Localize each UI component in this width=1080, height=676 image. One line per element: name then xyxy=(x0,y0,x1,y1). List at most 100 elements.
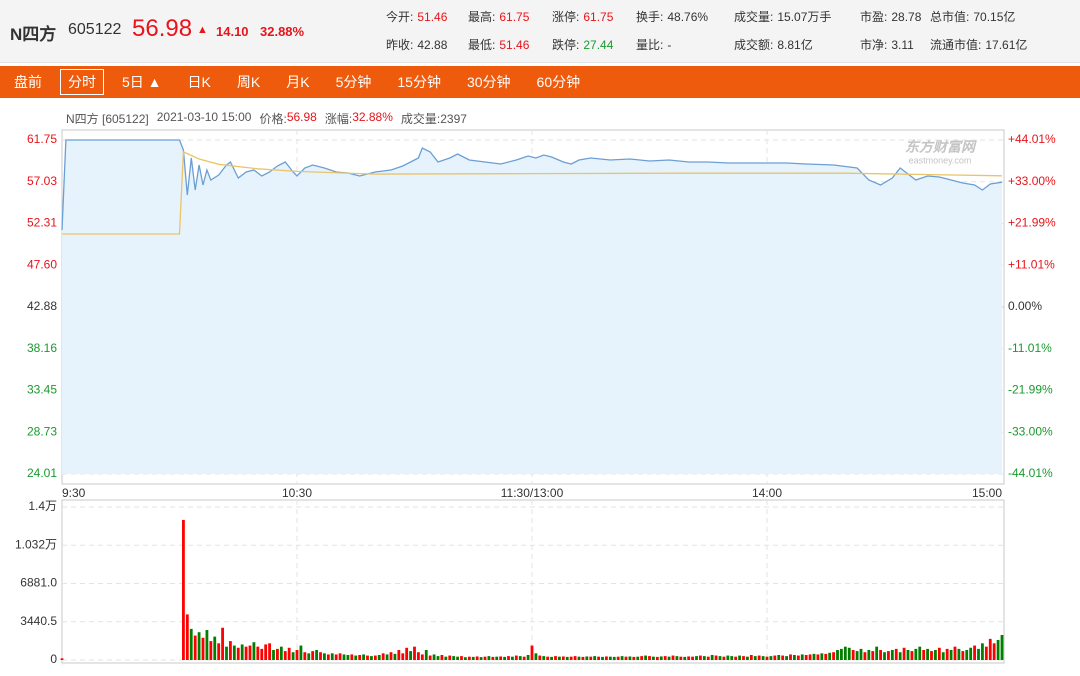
volume-bar xyxy=(632,656,636,660)
volume-bar xyxy=(503,656,506,660)
tab[interactable]: 周K xyxy=(236,74,261,90)
volume-bar xyxy=(941,652,945,660)
volume-bar xyxy=(291,652,295,660)
y-tick-label: 57.03 xyxy=(27,174,57,188)
volume-bar xyxy=(565,656,569,660)
volume-bar xyxy=(934,649,937,660)
stat: 今开: 51.46 xyxy=(386,8,447,25)
volume-bar xyxy=(773,655,777,660)
volume-bar xyxy=(961,651,965,660)
volume-bar xyxy=(734,656,738,660)
tab[interactable]: 5日 ▲ xyxy=(122,74,162,90)
volume-bar xyxy=(534,653,538,660)
stat-value: 70.15亿 xyxy=(973,10,1016,24)
volume-bar xyxy=(221,627,224,660)
stat-value: 15.07万手 xyxy=(777,10,832,24)
stat-label: 跌停: xyxy=(552,38,580,52)
tab[interactable]: 5分钟 xyxy=(335,74,372,90)
volume-bar xyxy=(832,652,835,660)
stock-name: N四方 xyxy=(10,25,57,44)
volume-bar xyxy=(667,656,671,660)
last-price: 56.98 xyxy=(132,15,193,42)
tab[interactable]: 盘前 xyxy=(14,74,42,90)
tab[interactable]: 日K xyxy=(187,74,211,90)
y-tick-label: 28.73 xyxy=(27,424,57,438)
volume-bar xyxy=(875,646,879,660)
volume-bar xyxy=(248,645,252,660)
tab[interactable]: 15分钟 xyxy=(397,74,441,90)
info-item: 32.88% xyxy=(352,110,393,124)
y-tick-label: 38.16 xyxy=(27,341,57,355)
up-arrow: ▲ xyxy=(197,24,208,36)
volume-bar xyxy=(209,641,213,660)
volume-bar xyxy=(824,653,828,660)
volume-bar xyxy=(424,649,428,660)
volume-bar xyxy=(413,646,416,660)
volume-bar xyxy=(624,656,628,660)
info-line: N四方 [605122] 2021-03-10 15:00 价格: 56.98 涨幅: 3… xyxy=(66,110,467,127)
tab[interactable]: 30分钟 xyxy=(466,74,511,90)
y2-tick-label: +11.01% xyxy=(1008,257,1055,271)
volume-bar xyxy=(236,647,240,660)
volume-bar xyxy=(820,653,824,660)
volume-bar xyxy=(264,644,268,660)
volume-bar xyxy=(836,649,839,660)
volume-bar xyxy=(538,655,542,660)
volume-bar xyxy=(969,647,973,660)
volume-bar xyxy=(930,651,933,660)
volume-bar xyxy=(973,645,976,660)
volume-bar xyxy=(710,654,714,660)
stat-value: 61.75 xyxy=(583,10,614,24)
volume-bar xyxy=(542,656,546,660)
volume-bar xyxy=(550,656,553,660)
volume-bar xyxy=(373,655,377,660)
volume-bar xyxy=(679,656,683,660)
x-tick-label: 15:00 xyxy=(972,486,1002,500)
volume-bar xyxy=(260,648,264,660)
tab[interactable]: 月K xyxy=(286,74,310,90)
volume-bar xyxy=(272,649,275,660)
volume-bar xyxy=(307,653,311,660)
volume-bar xyxy=(311,651,315,660)
volume-bar xyxy=(890,649,894,660)
volume-bar xyxy=(334,654,338,660)
volume-bar xyxy=(518,656,522,660)
volume-bar xyxy=(561,656,565,660)
y-tick-label: 1.4万 xyxy=(28,499,57,513)
volume-bar xyxy=(769,656,773,660)
stat: 换手: 48.76% xyxy=(636,8,708,25)
volume-bar xyxy=(718,656,722,660)
stat-label: 最高: xyxy=(468,10,496,24)
volume-bar xyxy=(283,651,287,660)
y-tick-label: 1.032万 xyxy=(15,537,57,551)
volume-bar xyxy=(448,655,452,660)
stat: 市净: 3.11 xyxy=(860,36,914,53)
stat-label: 总市值: xyxy=(930,10,970,24)
tab[interactable]: 分时 xyxy=(60,69,104,95)
volume-bar xyxy=(906,649,910,660)
volume-bar xyxy=(730,656,734,660)
volume-bar xyxy=(937,647,941,660)
volume-frame xyxy=(61,499,1005,664)
volume-bar xyxy=(616,656,620,660)
volume-bar xyxy=(796,655,800,660)
volume-bar xyxy=(193,635,197,660)
volume-bar xyxy=(573,656,577,660)
y2-tick-label: 0.00% xyxy=(1008,299,1042,313)
volume-bar xyxy=(898,652,902,660)
volume-bar xyxy=(417,652,420,660)
tab[interactable]: 60分钟 xyxy=(536,74,581,90)
volume-bar xyxy=(738,655,741,660)
stat-value: 51.46 xyxy=(499,38,530,52)
volume-bar xyxy=(217,643,221,660)
stat-value: 3.11 xyxy=(891,38,914,52)
volume-bar xyxy=(687,656,691,660)
volume-bar xyxy=(428,655,432,660)
volume-bar xyxy=(867,649,871,660)
volume-bar xyxy=(225,646,228,660)
volume-bar xyxy=(436,656,440,660)
volume-bar xyxy=(981,643,984,660)
volume-bar xyxy=(922,649,926,660)
volume-bar xyxy=(185,614,189,660)
